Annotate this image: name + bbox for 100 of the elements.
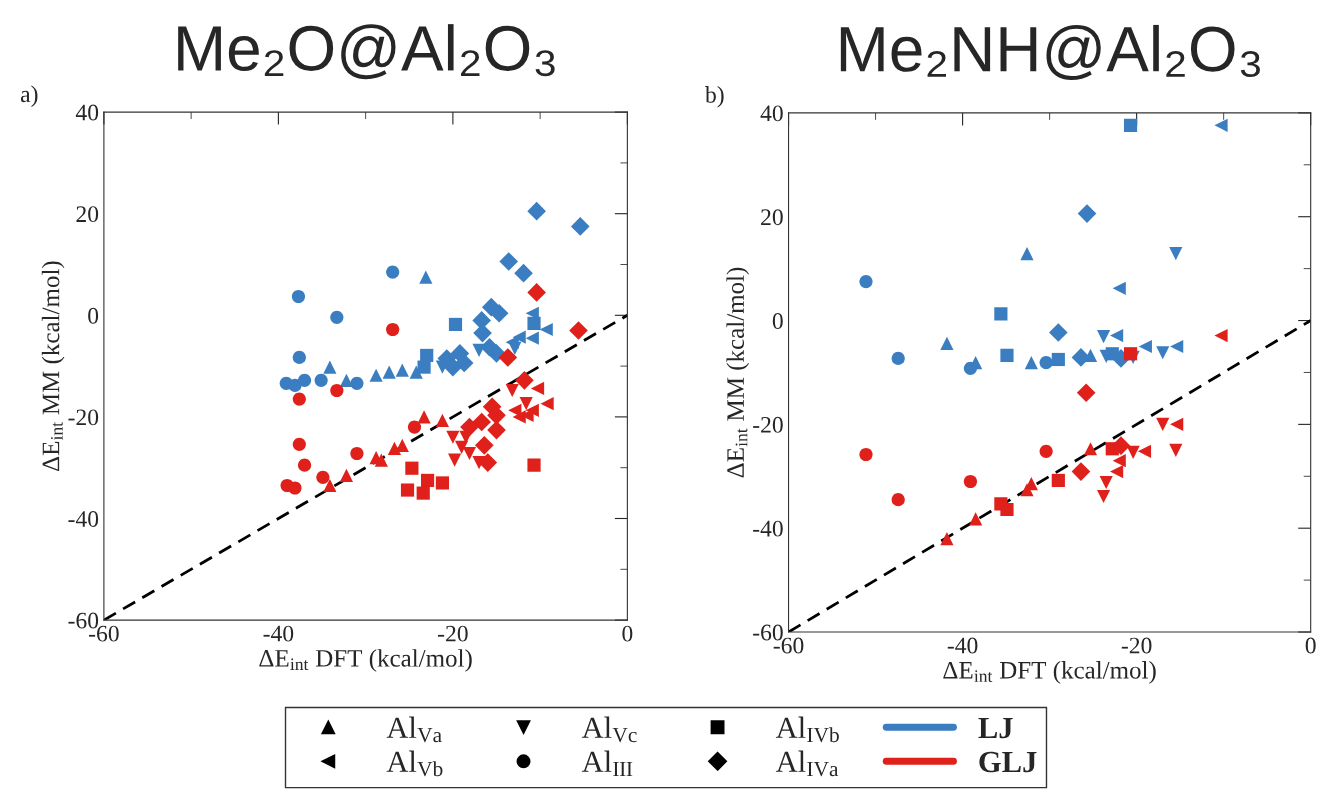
point xyxy=(288,481,302,495)
point xyxy=(505,383,519,398)
x-tick-label: -40 xyxy=(947,637,978,654)
point xyxy=(446,430,460,444)
point xyxy=(472,412,491,432)
point xyxy=(455,440,469,454)
point xyxy=(297,373,312,387)
point xyxy=(462,446,477,461)
point xyxy=(386,265,400,279)
point xyxy=(940,531,954,546)
point xyxy=(1076,383,1096,403)
point xyxy=(508,341,522,355)
point xyxy=(1156,346,1170,360)
x-tick-label: 0 xyxy=(1305,637,1316,654)
point xyxy=(519,397,533,411)
point xyxy=(994,307,1008,321)
point xyxy=(407,420,422,434)
point xyxy=(420,348,434,363)
legend-label: Al$_{III}$ xyxy=(581,750,633,777)
point xyxy=(508,403,522,417)
point xyxy=(1071,462,1091,481)
point xyxy=(420,473,435,487)
point xyxy=(1112,281,1126,295)
point xyxy=(1039,356,1053,370)
point xyxy=(405,461,419,475)
point xyxy=(1170,417,1184,431)
point xyxy=(891,351,905,366)
point xyxy=(409,365,423,379)
legend-label: Al$_{Vc}$ xyxy=(581,716,637,743)
point xyxy=(1123,118,1138,132)
point xyxy=(339,468,354,482)
point xyxy=(489,303,509,323)
point xyxy=(569,321,588,340)
point xyxy=(1083,442,1098,456)
point xyxy=(472,456,486,470)
point xyxy=(419,270,433,284)
point xyxy=(1024,356,1038,370)
point xyxy=(323,478,337,493)
y-tick-label: -20 xyxy=(753,416,783,433)
y-tick-label: 40 xyxy=(760,105,783,122)
point xyxy=(1169,246,1183,261)
point xyxy=(1020,246,1034,261)
point xyxy=(297,458,312,472)
point xyxy=(330,383,344,398)
point xyxy=(487,420,506,440)
point xyxy=(570,217,590,236)
point xyxy=(316,470,330,484)
y-tick-label: 20 xyxy=(761,209,783,226)
point xyxy=(330,310,344,324)
legend-label: Al$_{IVb}$ xyxy=(775,716,839,743)
point xyxy=(1110,465,1124,479)
point xyxy=(435,413,449,428)
text: b) xyxy=(705,86,724,108)
y-tick-label: 0 xyxy=(88,307,99,324)
chart-title: Me₂O@Al₂O₃ xyxy=(178,24,555,80)
point xyxy=(292,437,306,451)
point xyxy=(940,336,954,350)
point xyxy=(1214,118,1228,132)
y-tick-label: 40 xyxy=(75,104,99,121)
point xyxy=(395,363,409,377)
point xyxy=(473,323,492,343)
point xyxy=(314,373,328,387)
point xyxy=(527,316,541,331)
point xyxy=(416,486,430,500)
legend-label: GLJ xyxy=(979,751,1037,773)
x-tick-label: 0 xyxy=(622,625,633,642)
point xyxy=(1214,329,1228,343)
point xyxy=(459,430,473,444)
point xyxy=(288,378,302,392)
point xyxy=(969,512,983,526)
legend-label: Al$_{Vb}$ xyxy=(386,750,443,777)
point xyxy=(527,283,546,302)
legend-label: Al$_{Va}$ xyxy=(386,716,442,743)
point xyxy=(1137,444,1152,458)
point xyxy=(291,289,306,304)
point xyxy=(472,343,486,357)
point xyxy=(443,357,463,377)
point xyxy=(859,275,873,289)
x-tick-label: -20 xyxy=(1121,637,1152,654)
point xyxy=(515,371,534,390)
point xyxy=(448,317,463,332)
point xyxy=(369,368,383,382)
legend-label: Al$_{IVa}$ xyxy=(775,750,839,777)
point xyxy=(1077,204,1097,223)
point xyxy=(292,392,306,406)
point xyxy=(350,446,364,461)
point xyxy=(525,331,539,345)
point xyxy=(527,201,546,221)
point xyxy=(963,474,978,489)
point xyxy=(1096,330,1111,344)
point xyxy=(395,438,409,452)
point xyxy=(474,436,494,455)
point xyxy=(382,365,396,379)
x-axis-title: ΔE$_{int}$ DFT (kcal/mol) xyxy=(259,649,472,672)
point xyxy=(1169,443,1183,457)
point xyxy=(323,360,337,374)
point xyxy=(539,322,553,337)
point xyxy=(859,447,873,462)
point xyxy=(1096,489,1111,504)
point xyxy=(1099,475,1113,490)
